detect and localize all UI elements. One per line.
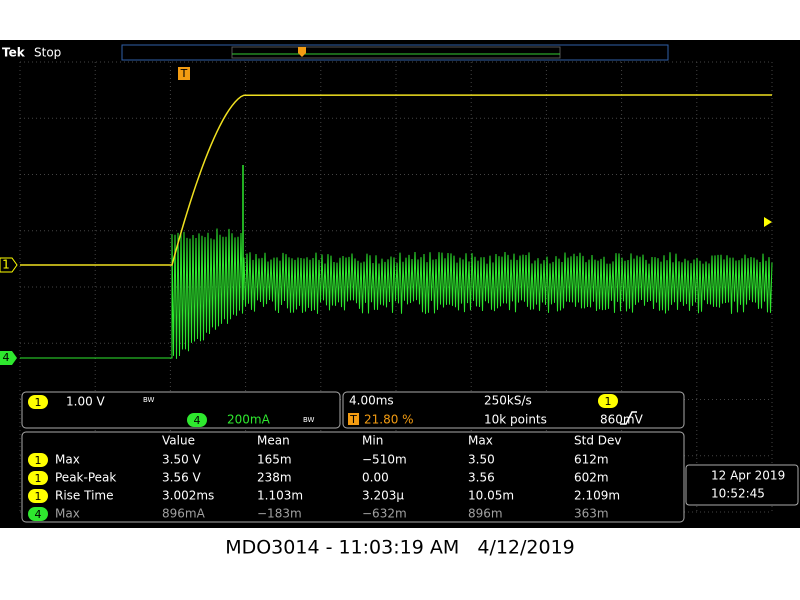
channel-badge	[28, 453, 48, 467]
column-header: Max	[468, 434, 493, 448]
measurement-name: Peak-Peak	[55, 471, 116, 485]
waveforms	[20, 94, 773, 359]
channel-number: 1	[35, 454, 42, 467]
trigger-icon	[348, 413, 359, 425]
clock-panel	[685, 464, 799, 506]
record-view	[121, 44, 669, 61]
channel-number: 4	[194, 414, 201, 427]
record-trigger	[298, 47, 306, 57]
measurement-value: 3.50 V	[162, 453, 202, 467]
channel-number: 1	[35, 396, 42, 409]
column-header: Value	[162, 434, 195, 448]
channel-badge	[28, 507, 48, 521]
channel-number: 4	[35, 508, 42, 521]
measurement-value: 3.56	[468, 471, 495, 485]
ch4-trace	[20, 228, 773, 359]
sample-rate: 250kS/s	[484, 394, 532, 408]
measurement-value: 10.05m	[468, 489, 514, 503]
measurement-panel	[21, 431, 685, 523]
ch4-scale: 200mA	[227, 413, 271, 427]
ch1-marker-label: 1	[2, 258, 10, 272]
column-header: Std Dev	[574, 434, 621, 448]
measurement-value: 3.002ms	[162, 489, 214, 503]
trigger-level	[764, 217, 772, 227]
measurement-value: −183m	[257, 507, 302, 521]
measurement-value: 2.109m	[574, 489, 620, 503]
measurement-value: −632m	[362, 507, 407, 521]
channel-badge	[187, 413, 207, 427]
caption: MDO3014 - 11:03:19 AM 4/12/2019	[225, 537, 575, 559]
measurement-value: 3.56 V	[162, 471, 202, 485]
record-window	[231, 46, 561, 59]
trigger-slope	[620, 411, 637, 425]
channel-badge	[598, 394, 618, 408]
trigger-level-value: 860mV	[600, 413, 644, 427]
column-header: Min	[362, 434, 383, 448]
channel-badge	[28, 395, 48, 409]
measurement-name: Max	[55, 453, 80, 467]
measurement-value: −510m	[362, 453, 407, 467]
trigger-position: 21.80 %	[364, 413, 414, 427]
measurement-value: 3.203µ	[362, 489, 404, 503]
channel-number: 1	[605, 395, 612, 408]
channel-badge	[28, 489, 48, 503]
trigger-icon-label: T	[349, 413, 357, 426]
ch4-bw: BW	[303, 416, 315, 424]
measurement-value: 363m	[574, 507, 609, 521]
clock-date: 12 Apr 2019	[711, 469, 785, 483]
measurement-value: 896m	[468, 507, 503, 521]
trigger-marker	[178, 67, 190, 80]
channel-panel	[21, 391, 341, 429]
channel-number: 1	[35, 490, 42, 503]
ch1-bw: BW	[143, 396, 155, 404]
clock-time: 10:52:45	[711, 487, 765, 501]
measurement-value: 602m	[574, 471, 609, 485]
ch1-marker	[0, 257, 18, 273]
ch4-marker	[0, 351, 17, 365]
ch1-trace	[20, 94, 773, 266]
measurement-value: 0.00	[362, 471, 389, 485]
ch4-marker-label: 4	[3, 351, 10, 364]
measurement-value: 896mA	[162, 507, 206, 521]
acq-status: Stop	[34, 46, 61, 60]
time-per-div: 4.00ms	[349, 394, 394, 408]
measurement-value: 3.50	[468, 453, 495, 467]
measurement-value: 1.103m	[257, 489, 303, 503]
channel-badge	[28, 471, 48, 485]
record-length: 10k points	[484, 413, 547, 427]
ch1-scale: 1.00 V	[66, 395, 106, 409]
channel-number: 1	[35, 472, 42, 485]
measurement-name: Max	[55, 507, 80, 521]
brand: Tek	[2, 46, 26, 60]
measurement-value: 165m	[257, 453, 292, 467]
measurement-name: Rise Time	[55, 489, 114, 503]
measurement-value: 612m	[574, 453, 609, 467]
measurement-value: 238m	[257, 471, 292, 485]
column-header: Mean	[257, 434, 290, 448]
trigger-marker-label: T	[180, 67, 188, 80]
